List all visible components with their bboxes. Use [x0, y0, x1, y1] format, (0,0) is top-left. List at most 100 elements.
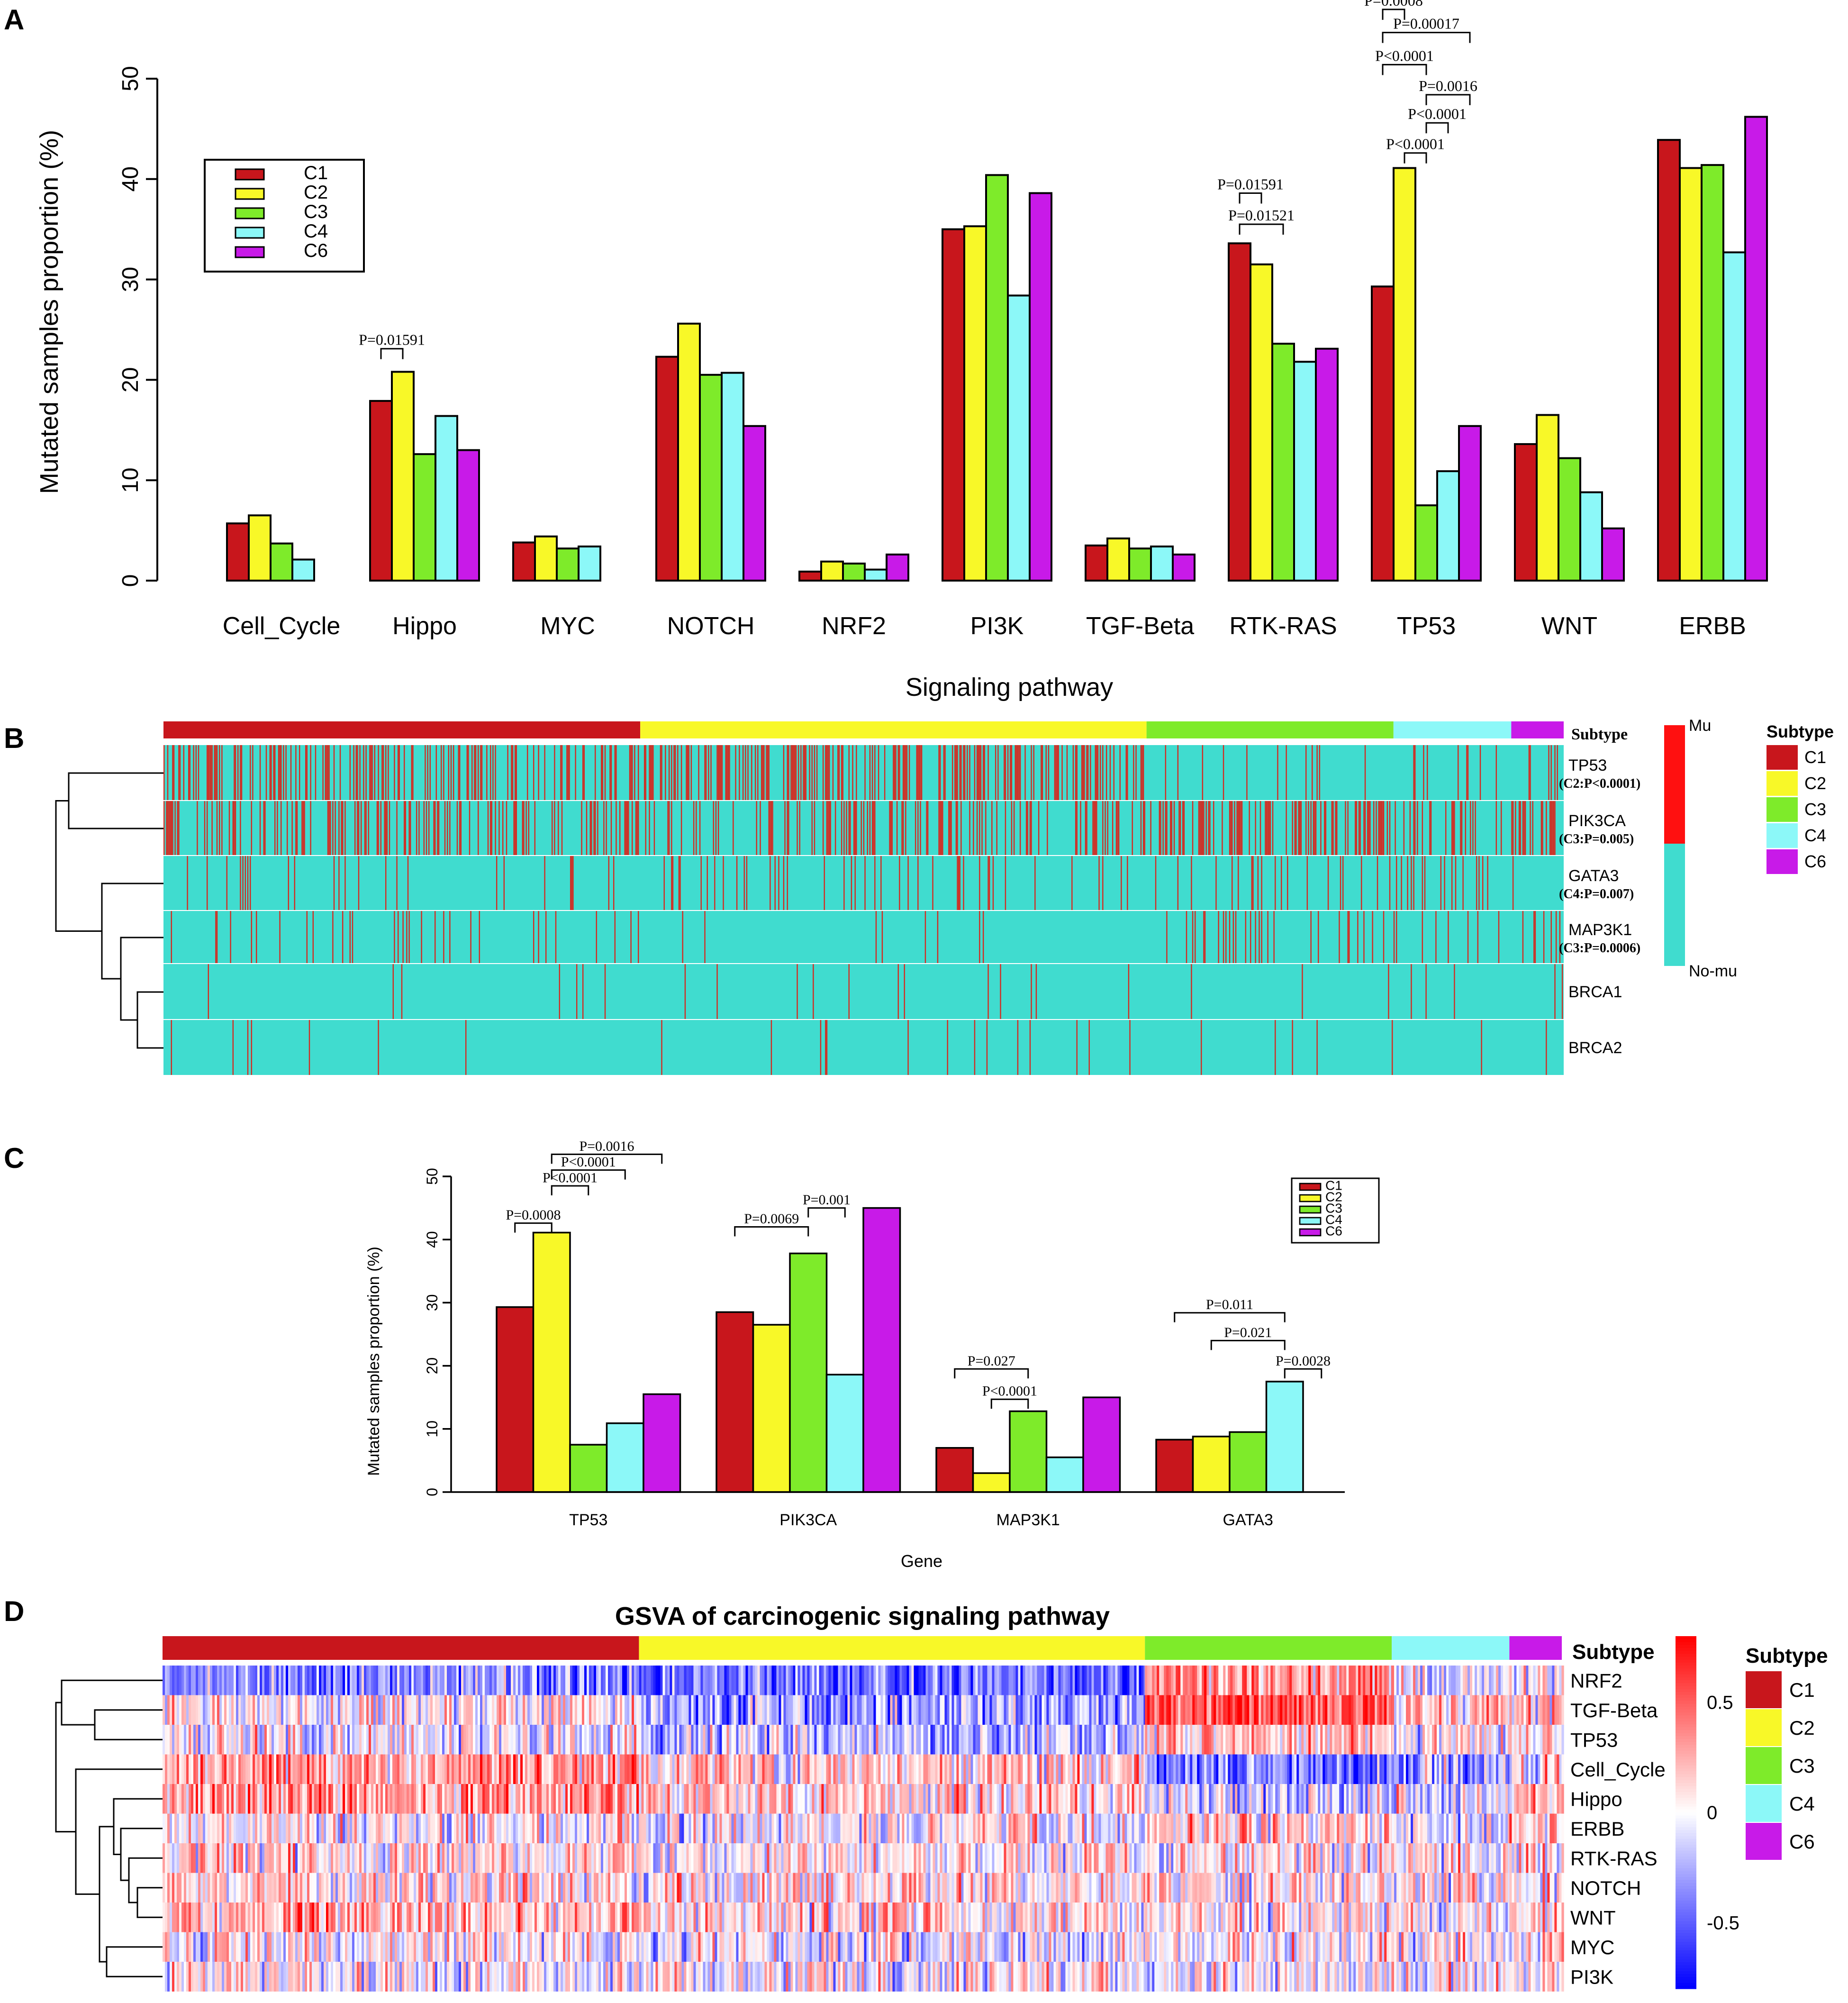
heatmap-row-brca2 [163, 1020, 1564, 1075]
gsva-cell [1311, 1725, 1314, 1755]
mutation-cell [338, 856, 340, 910]
gsva-cell [1166, 1725, 1169, 1755]
p-value-label: P=0.0008 [1364, 0, 1423, 9]
gsva-cell [719, 1666, 722, 1695]
gsva-cell [840, 1725, 843, 1755]
gsva-cell [487, 1666, 490, 1695]
mutation-cell [613, 856, 615, 910]
gsva-cell [1368, 1784, 1370, 1814]
gsva-cell [1422, 1666, 1425, 1695]
gsva-cell [1512, 1666, 1514, 1695]
mutation-cell [787, 801, 788, 855]
gsva-cell [1244, 1813, 1247, 1844]
gsva-cell [1280, 1725, 1283, 1755]
gsva-cell [850, 1813, 852, 1844]
gsva-cell [1020, 1666, 1023, 1695]
gsva-cell [1549, 1695, 1552, 1725]
gsva-cell [1232, 1813, 1235, 1844]
gsva-cell [696, 1695, 698, 1725]
gsva-cell [444, 1666, 447, 1695]
gsva-cell [1456, 1784, 1458, 1814]
gsva-cell [1060, 1813, 1063, 1844]
gsva-cell [833, 1725, 836, 1755]
mutation-cell [1546, 801, 1547, 855]
gsva-cell [1559, 1725, 1562, 1755]
gsva-cell [1451, 1813, 1454, 1844]
gsva-cell [741, 1754, 743, 1784]
gsva-cell [819, 1725, 822, 1755]
gsva-cell [468, 1725, 471, 1755]
mutation-cell [918, 745, 920, 800]
gsva-cell [1164, 1813, 1167, 1844]
mutation-cell [955, 745, 957, 800]
gene-pvalue-note: (C4:P=0.007) [1559, 887, 1634, 901]
mutation-cell [1546, 1020, 1547, 1075]
mutation-cell [763, 745, 765, 800]
gsva-cell [231, 1784, 234, 1814]
bar-wnt-c3 [1558, 457, 1581, 582]
gsva-cell [1169, 1784, 1171, 1814]
mutation-cell [401, 964, 403, 1019]
gsva-cell [1370, 1666, 1373, 1695]
gsva-cell [1318, 1813, 1321, 1844]
gsva-cell [241, 1754, 244, 1784]
p-value-label: P=0.027 [968, 1353, 1015, 1369]
gsva-cell [170, 1813, 172, 1844]
mutation-cell [545, 911, 547, 963]
gsva-cell [771, 1754, 774, 1784]
gsva-cell [314, 1666, 317, 1695]
gsva-cell [321, 1695, 324, 1725]
gsva-cell [1437, 1666, 1440, 1695]
gsva-cell [1197, 1813, 1200, 1844]
gsva-cell [1230, 1666, 1233, 1695]
gsva-cell [1446, 1695, 1449, 1725]
gsva-cell [279, 1666, 281, 1695]
gsva-cell [859, 1695, 862, 1725]
gsva-cell [276, 1784, 279, 1814]
gsva-cell [866, 1813, 869, 1844]
gsva-cell [544, 1813, 547, 1844]
gsva-cell [1251, 1754, 1254, 1784]
gsva-cell [608, 1695, 611, 1725]
gsva-cell [1458, 1784, 1461, 1814]
mutation-cell [1241, 801, 1243, 855]
gsva-cell [987, 1813, 990, 1844]
gsva-cell [1211, 1754, 1214, 1784]
x-tick-label: PI3K [970, 612, 1024, 640]
y-tick-label: 20 [424, 1357, 441, 1375]
gsva-cell [345, 1813, 348, 1844]
gsva-cell [622, 1813, 625, 1844]
gsva-cell [636, 1725, 639, 1755]
gsva-cell [231, 1695, 234, 1725]
mutation-cell [247, 856, 249, 910]
gsva-cell [1299, 1695, 1302, 1725]
gsva-cell [1082, 1666, 1085, 1695]
gsva-cell [1143, 1725, 1146, 1755]
gsva-cell [769, 1784, 772, 1814]
mutation-cell [1229, 801, 1231, 855]
gsva-cell [1113, 1695, 1115, 1725]
gsva-cell [537, 1666, 540, 1695]
gsva-cell [1282, 1725, 1285, 1755]
gsva-cell [1441, 1725, 1444, 1755]
gsva-cell [795, 1666, 798, 1695]
gsva-cell [1406, 1725, 1409, 1755]
gsva-cell [776, 1725, 779, 1755]
gsva-cell [1004, 1695, 1006, 1725]
gsva-cell [217, 1666, 220, 1695]
gsva-cell [1006, 1813, 1009, 1844]
mutation-cell [660, 745, 661, 800]
gsva-cell [1218, 1725, 1221, 1755]
gsva-cell [1523, 1666, 1526, 1695]
gsva-cell [461, 1695, 464, 1725]
gsva-cell [167, 1813, 170, 1844]
gsva-cell [1223, 1695, 1226, 1725]
gsva-cell [861, 1754, 864, 1784]
heatmap-row-gata3 [163, 856, 1564, 910]
gsva-cell [845, 1725, 848, 1755]
gsva-cell [892, 1754, 895, 1784]
gsva-cell [236, 1695, 239, 1725]
gsva-cell [1077, 1695, 1080, 1725]
gsva-cell [1068, 1725, 1070, 1755]
gsva-cell [1169, 1813, 1171, 1844]
